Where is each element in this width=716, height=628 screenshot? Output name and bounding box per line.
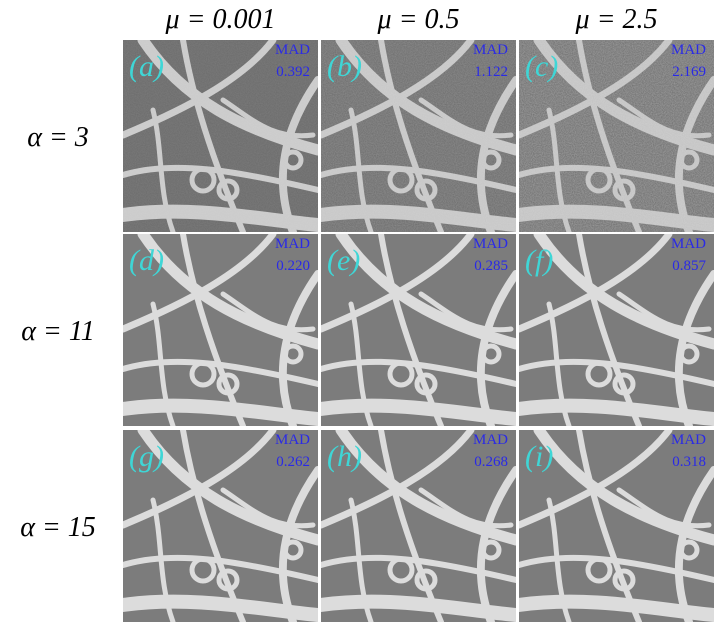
- panel: (d) MAD 0.220: [123, 234, 318, 426]
- column-header: μ = 0.5: [377, 4, 460, 35]
- panel-label: (h): [327, 440, 362, 473]
- panel-label: (g): [129, 440, 164, 473]
- metric-name: MAD: [473, 42, 508, 58]
- metric-name: MAD: [671, 432, 706, 448]
- metric-value: 0.220: [276, 258, 310, 274]
- panel-label: (b): [327, 50, 362, 83]
- panel: (h) MAD 0.268: [321, 430, 516, 622]
- metric-name: MAD: [275, 236, 310, 252]
- metric-name: MAD: [275, 42, 310, 58]
- metric-value: 0.392: [276, 64, 310, 80]
- noise: [321, 40, 516, 232]
- panel-label: (d): [129, 244, 164, 277]
- metric-value: 0.262: [276, 454, 310, 470]
- panel: (g) MAD 0.262: [123, 430, 318, 622]
- panel: (c) MAD 2.169: [519, 40, 714, 232]
- column-header: μ = 2.5: [575, 4, 658, 35]
- panel-grid: (a) MAD 0.392 (b) MAD 1.122 (c) MAD 2.169 (d) MAD 0…: [123, 40, 714, 622]
- panel: (f) MAD 0.857: [519, 234, 714, 426]
- panel: (e) MAD 0.285: [321, 234, 516, 426]
- panel-label: (f): [525, 244, 553, 277]
- panel: (b) MAD 1.122: [321, 40, 516, 232]
- row-header: α = 11: [21, 316, 95, 347]
- noise: [519, 40, 714, 232]
- metric-name: MAD: [275, 432, 310, 448]
- noise: [123, 40, 318, 232]
- panel: (a) MAD 0.392: [123, 40, 318, 232]
- metric-value: 0.268: [474, 454, 508, 470]
- metric-value: 2.169: [672, 64, 706, 80]
- panel-label: (a): [129, 50, 164, 83]
- row-header: α = 3: [27, 122, 89, 153]
- panel-label: (i): [525, 440, 553, 473]
- metric-value: 1.122: [474, 64, 508, 80]
- metric-name: MAD: [473, 432, 508, 448]
- metric-value: 0.318: [672, 454, 706, 470]
- metric-name: MAD: [671, 236, 706, 252]
- metric-name: MAD: [671, 42, 706, 58]
- metric-value: 0.857: [672, 258, 706, 274]
- column-header: μ = 0.001: [165, 4, 276, 35]
- metric-name: MAD: [473, 236, 508, 252]
- panel-label: (e): [327, 244, 360, 277]
- metric-value: 0.285: [474, 258, 508, 274]
- panel: (i) MAD 0.318: [519, 430, 714, 622]
- panel-label: (c): [525, 50, 558, 83]
- row-header: α = 15: [20, 512, 96, 543]
